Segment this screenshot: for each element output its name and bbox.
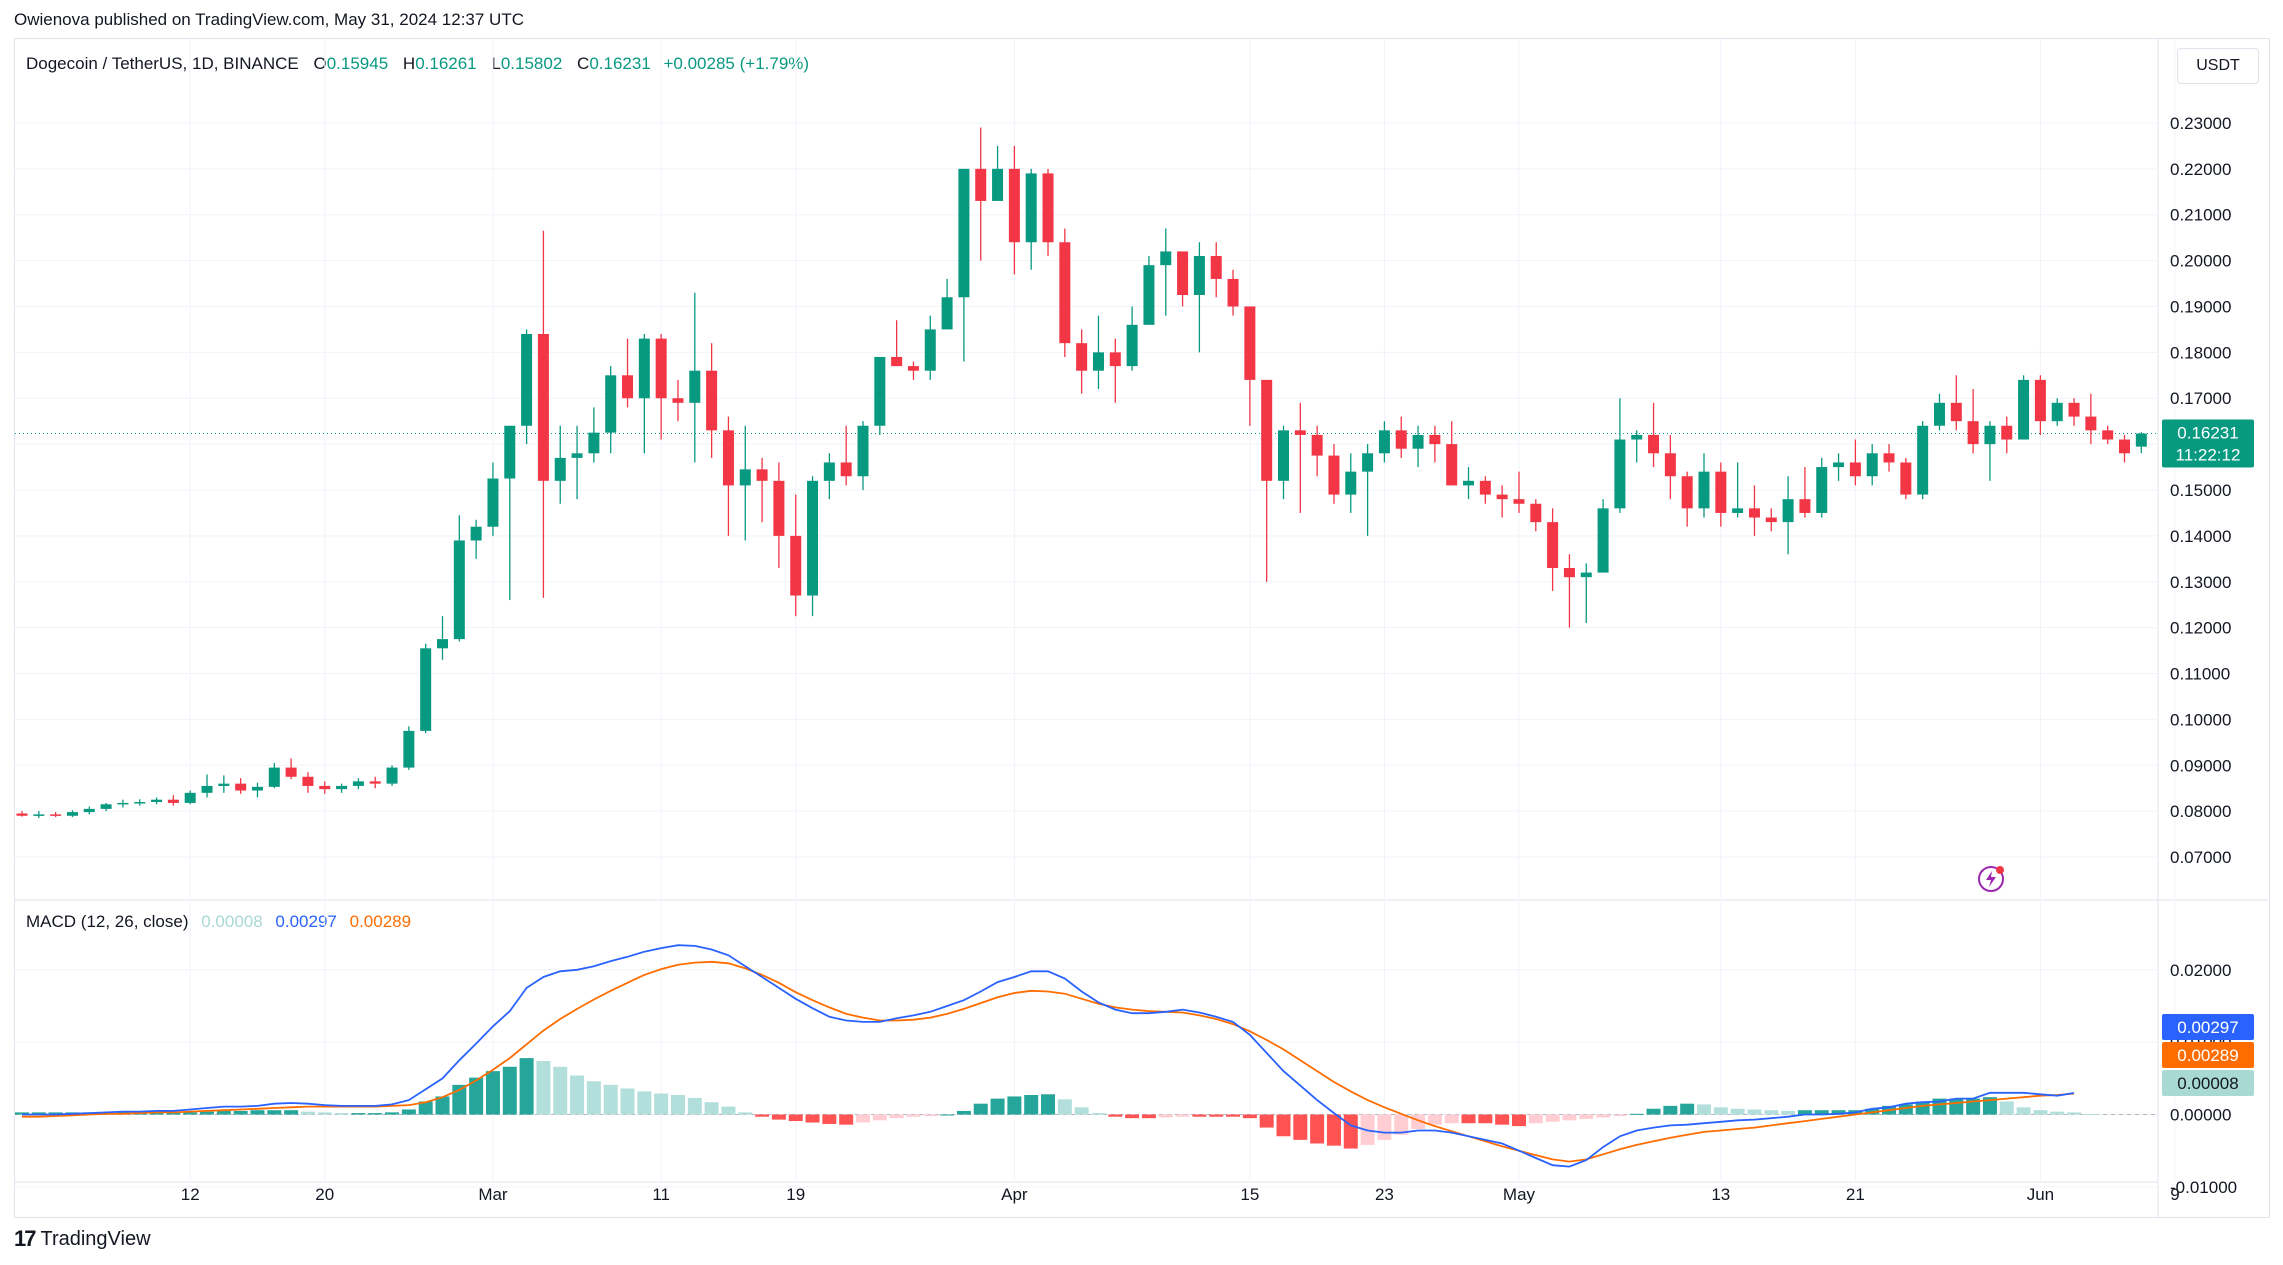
macd-line-value: 0.00297 [275, 912, 337, 931]
macd-signal-value: 0.00289 [349, 912, 412, 931]
symbol-legend: Dogecoin / TetherUS, 1D, BINANCE O0.1594… [26, 54, 809, 74]
change-value: +0.00285 (+1.79%) [663, 54, 810, 73]
brand-name: TradingView [40, 1227, 151, 1250]
chart-frame [14, 38, 2270, 1218]
macd-legend: MACD (12, 26, close) 0.00008 0.00297 0.0… [26, 912, 411, 932]
macd-histogram-value: 0.00008 [201, 912, 263, 931]
symbol-title[interactable]: Dogecoin / TetherUS, 1D, BINANCE [26, 54, 299, 73]
currency-button[interactable]: USDT [2177, 48, 2259, 84]
flash-icon[interactable] [1976, 864, 2006, 894]
publisher-line: Owienova published on TradingView.com, M… [14, 10, 524, 29]
low-label: L [491, 54, 501, 73]
high-value: 0.16261 [415, 54, 477, 73]
low-value: 0.15802 [500, 54, 563, 73]
open-value: 0.15945 [326, 54, 389, 73]
high-label: H [402, 54, 416, 73]
tradingview-logo[interactable]: 17 TradingView [14, 1226, 151, 1252]
macd-title[interactable]: MACD (12, 26, close) [26, 912, 189, 931]
open-label: O [313, 54, 327, 73]
close-value: 0.16231 [589, 54, 651, 73]
tradingview-logo-icon: 17 [14, 1226, 37, 1251]
close-label: C [577, 54, 590, 73]
